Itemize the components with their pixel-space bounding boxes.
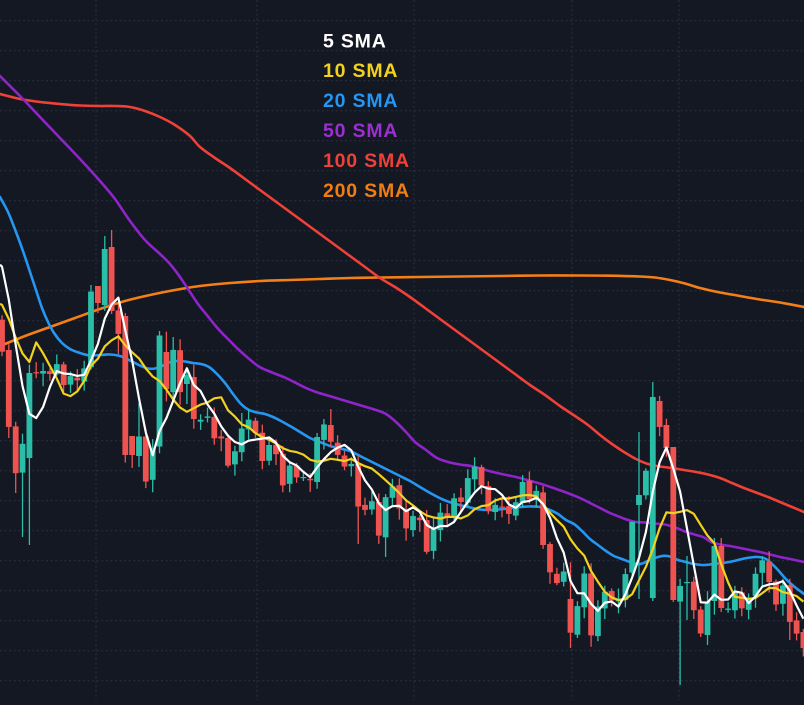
svg-text:5 SMA: 5 SMA — [323, 30, 387, 52]
svg-text:200 SMA: 200 SMA — [323, 180, 410, 202]
svg-text:20 SMA: 20 SMA — [323, 90, 398, 112]
svg-text:10 SMA: 10 SMA — [323, 60, 398, 82]
svg-text:50 SMA: 50 SMA — [323, 120, 398, 142]
svg-text:100 SMA: 100 SMA — [323, 150, 410, 172]
